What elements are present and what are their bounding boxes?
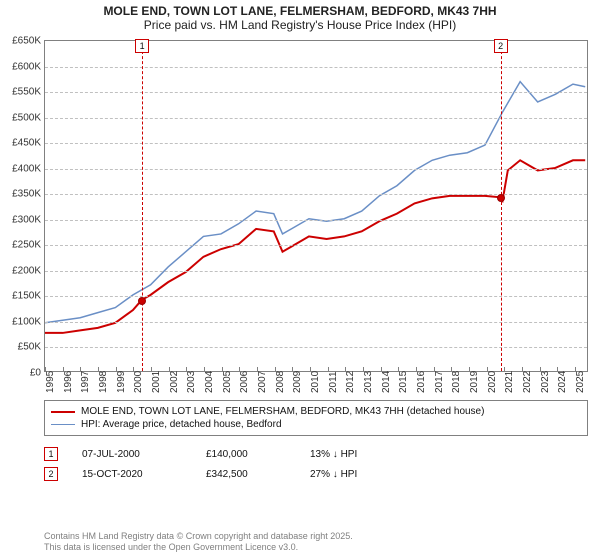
- y-axis-label: £600K: [1, 61, 41, 72]
- sale-point-icon: [497, 194, 505, 202]
- y-axis-label: £650K: [1, 36, 41, 47]
- y-axis-label: £50K: [1, 342, 41, 353]
- footer-attribution: Contains HM Land Registry data © Crown c…: [44, 531, 588, 554]
- footer-line: This data is licensed under the Open Gov…: [44, 542, 588, 554]
- legend-item: MOLE END, TOWN LOT LANE, FELMERSHAM, BED…: [51, 405, 581, 418]
- sale-price: £140,000: [206, 449, 286, 460]
- sale-marker-flag: 2: [494, 39, 508, 53]
- y-axis-label: £150K: [1, 291, 41, 302]
- chart-container: MOLE END, TOWN LOT LANE, FELMERSHAM, BED…: [0, 0, 600, 560]
- sale-marker: 1: [44, 447, 58, 461]
- legend-item: HPI: Average price, detached house, Bedf…: [51, 418, 581, 431]
- sale-marker-flag: 1: [135, 39, 149, 53]
- footer-line: Contains HM Land Registry data © Crown c…: [44, 531, 588, 543]
- y-axis-label: £500K: [1, 112, 41, 123]
- legend-swatch: [51, 411, 75, 413]
- y-axis-label: £200K: [1, 265, 41, 276]
- sale-point-icon: [138, 297, 146, 305]
- legend-label: MOLE END, TOWN LOT LANE, FELMERSHAM, BED…: [81, 406, 484, 417]
- y-axis-label: £350K: [1, 189, 41, 200]
- y-axis-label: £100K: [1, 316, 41, 327]
- chart-subtitle: Price paid vs. HM Land Registry's House …: [0, 18, 600, 32]
- sale-row: 1 07-JUL-2000 £140,000 13% ↓ HPI: [44, 444, 588, 464]
- y-axis-label: £450K: [1, 138, 41, 149]
- y-axis-label: £0: [1, 368, 41, 379]
- sale-price: £342,500: [206, 469, 286, 480]
- y-axis-label: £300K: [1, 214, 41, 225]
- sale-date: 15-OCT-2020: [82, 469, 182, 480]
- legend-swatch: [51, 424, 75, 425]
- legend-label: HPI: Average price, detached house, Bedf…: [81, 419, 282, 430]
- y-axis-label: £400K: [1, 163, 41, 174]
- y-axis-label: £250K: [1, 240, 41, 251]
- sale-row: 2 15-OCT-2020 £342,500 27% ↓ HPI: [44, 464, 588, 484]
- sale-marker: 2: [44, 467, 58, 481]
- legend: MOLE END, TOWN LOT LANE, FELMERSHAM, BED…: [44, 400, 588, 436]
- sales-table: 1 07-JUL-2000 £140,000 13% ↓ HPI 2 15-OC…: [44, 444, 588, 484]
- chart-title: MOLE END, TOWN LOT LANE, FELMERSHAM, BED…: [0, 0, 600, 18]
- sale-date: 07-JUL-2000: [82, 449, 182, 460]
- y-axis-label: £550K: [1, 87, 41, 98]
- plot-region: £0£50K£100K£150K£200K£250K£300K£350K£400…: [44, 40, 588, 372]
- sale-pct: 27% ↓ HPI: [310, 469, 410, 480]
- chart-area: £0£50K£100K£150K£200K£250K£300K£350K£400…: [44, 40, 588, 390]
- sale-pct: 13% ↓ HPI: [310, 449, 410, 460]
- series-line-price_paid: [45, 160, 585, 333]
